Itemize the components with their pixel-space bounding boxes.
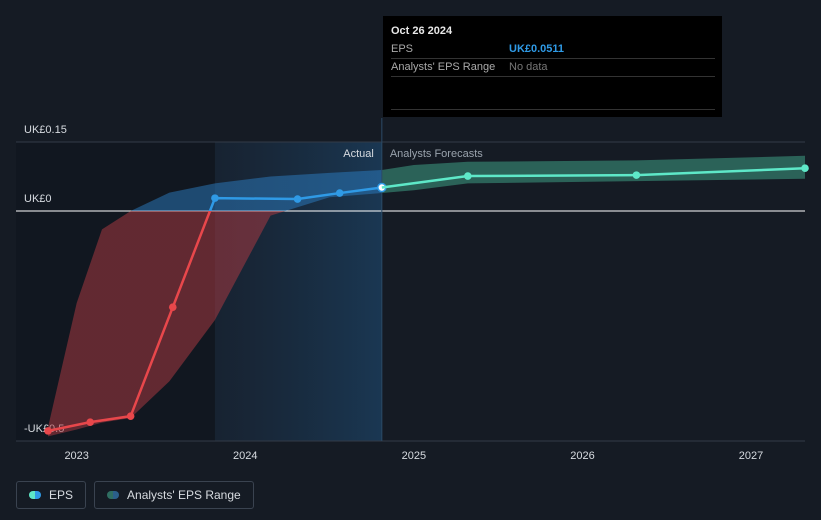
eps-point — [211, 194, 219, 202]
range-band — [48, 170, 382, 437]
eps-point — [632, 171, 641, 179]
y-tick-label: UK£0 — [24, 193, 52, 205]
tooltip-value: No data — [509, 61, 548, 73]
eps-point — [44, 427, 52, 435]
x-tick-label: 2023 — [64, 450, 88, 462]
eps-point — [126, 412, 135, 420]
legend-range[interactable]: Analysts' EPS Range — [94, 481, 254, 509]
tooltip-date: Oct 26 2024 — [391, 25, 453, 37]
tooltip-label: Analysts' EPS Range — [391, 61, 496, 73]
eps-point — [86, 418, 94, 426]
x-tick-label: 2025 — [402, 450, 426, 462]
eps-point — [168, 303, 177, 311]
tooltip: Oct 26 2024 EPS UK£0.0511 Analysts' EPS R… — [383, 16, 722, 117]
tooltip-value: UK£0.0511 — [509, 43, 565, 55]
legend-label: EPS — [49, 488, 74, 502]
eps-point — [464, 172, 472, 180]
x-tick-label: 2026 — [570, 450, 594, 462]
tooltip-row: EPS UK£0.0511 — [391, 40, 715, 59]
y-tick-label: UK£0.15 — [24, 124, 67, 136]
tooltip-row — [391, 91, 715, 110]
legend-eps[interactable]: EPS — [16, 481, 87, 509]
eps-line — [47, 186, 383, 433]
x-tick-label: 2027 — [739, 450, 763, 462]
eps-point — [801, 164, 809, 173]
eps-point — [293, 195, 302, 203]
actual-label: Actual — [343, 148, 374, 160]
eps-line — [381, 166, 806, 189]
legend-swatch — [29, 491, 41, 499]
eps-point — [335, 189, 344, 197]
forecast-label: Analysts Forecasts — [390, 148, 483, 160]
legend-label: Analysts' EPS Range — [127, 488, 241, 502]
x-tick-label: 2024 — [233, 450, 257, 462]
legend: EPS Analysts' EPS Range — [16, 481, 254, 509]
tooltip-row: Analysts' EPS Range No data — [391, 58, 715, 77]
tooltip-label: EPS — [391, 43, 414, 55]
legend-swatch — [107, 491, 120, 499]
